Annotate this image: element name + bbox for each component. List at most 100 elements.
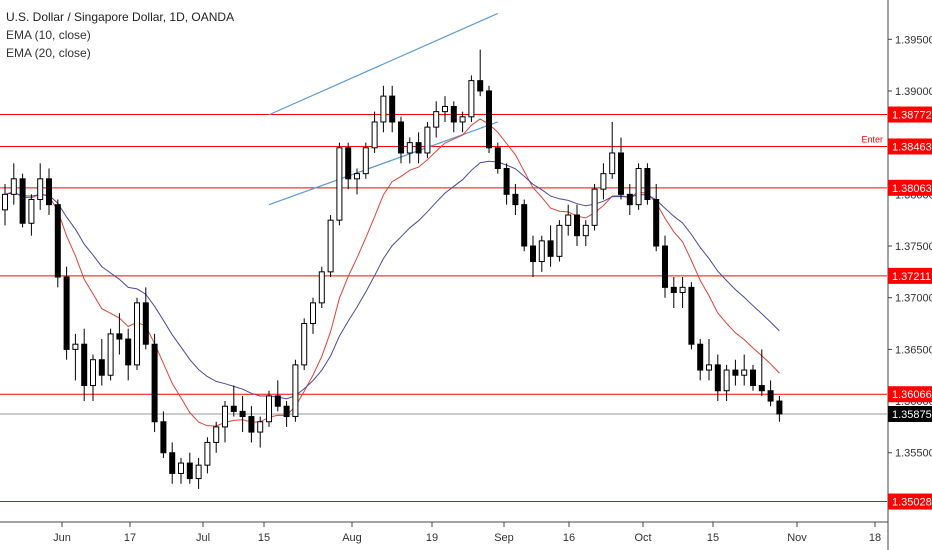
candle [301,318,308,371]
candle [486,85,492,153]
candle [107,328,114,381]
trend-channel [268,12,499,206]
candle-body [398,121,404,154]
candle-body [239,410,246,418]
candle-body [301,323,308,366]
candle-body [345,147,352,180]
candle [547,225,554,267]
candle [63,266,70,360]
candle [178,457,184,484]
candle [81,328,88,402]
candle [521,199,528,252]
candle [204,437,211,474]
candle-body [362,147,369,175]
time-tick-label: 15 [707,532,719,544]
candle-body [72,343,79,350]
candle [679,277,686,309]
candle [767,380,774,407]
candle-body [442,105,448,113]
candle-body [336,147,343,221]
candle-body [547,240,554,257]
candle [688,282,695,350]
candle [292,359,299,422]
candle [565,204,572,236]
candle [72,333,79,381]
candle-body [609,152,616,175]
candle [618,137,624,200]
candle-body [626,193,633,206]
candle [186,452,193,484]
candle [310,297,316,334]
candle-body [389,95,396,123]
candle [556,220,563,262]
price-tick-label: 1.37500 [895,241,932,253]
candle-body [274,395,281,407]
candle [248,406,255,443]
legend-ema-slow: EMA (20, close) [6,46,91,60]
channel-line-0 [268,12,499,116]
candle [600,163,607,200]
candle [512,183,519,216]
time-axis[interactable]: Jun 17 Jul 15 Aug 19 Sep 16 Oct 15 Nov 18 [0,521,888,544]
candle-body [688,286,695,345]
candle-body [521,204,528,247]
candle-body [46,178,52,206]
candle [134,297,140,371]
candle [389,85,396,133]
candle [371,111,378,153]
level-label-3: 1.37211 [892,271,931,283]
last-price-label-bg [888,405,932,422]
candle [19,173,26,228]
chart-title: U.S. Dollar / Singapore Dollar, 1D, OAND… [6,10,235,24]
candle-body [230,405,237,412]
candle [644,163,651,205]
candle [406,137,413,164]
candle [697,339,704,381]
candle-body [134,302,140,366]
candle [574,204,580,247]
candle-body [582,224,589,237]
candle-body [406,142,413,154]
legend-ema-fast: EMA (10, close) [6,28,91,42]
candle-body [600,173,607,190]
candle-body [459,116,466,123]
candle [662,235,668,298]
time-tick-label: Jun [53,532,71,544]
candle-body [486,90,492,149]
candle-body [494,147,501,169]
candle-body [644,167,651,200]
candle [125,328,132,381]
candle [732,359,739,386]
time-tick-label: 17 [124,532,136,544]
candle-body [556,224,563,257]
candle [776,395,783,422]
candle-body [90,359,96,387]
candle-body [63,276,70,350]
horizontal-levels [0,114,887,503]
time-tick-label: 19 [426,532,438,544]
level-annotation: Enter [861,134,883,144]
candle-body [318,271,325,304]
level-label-4: 1.36066 [892,389,932,401]
candle-body [697,343,704,371]
candle [362,142,369,179]
candle-body [653,198,660,247]
time-tick-label: Nov [787,532,807,544]
candle [230,385,237,417]
candle-body [635,167,642,206]
candle [442,96,448,122]
candle-body [776,400,783,415]
candle [591,183,598,231]
candle [336,142,343,226]
candle-body [433,111,440,128]
candle-body [714,364,721,392]
candle-body [116,333,123,340]
candle-body [415,142,422,154]
candle-body [37,178,44,200]
level-label-0-bg [888,106,932,123]
candle [609,121,616,179]
time-tick-label: 18 [869,532,881,544]
candle [758,349,765,396]
candle-body [10,178,17,195]
